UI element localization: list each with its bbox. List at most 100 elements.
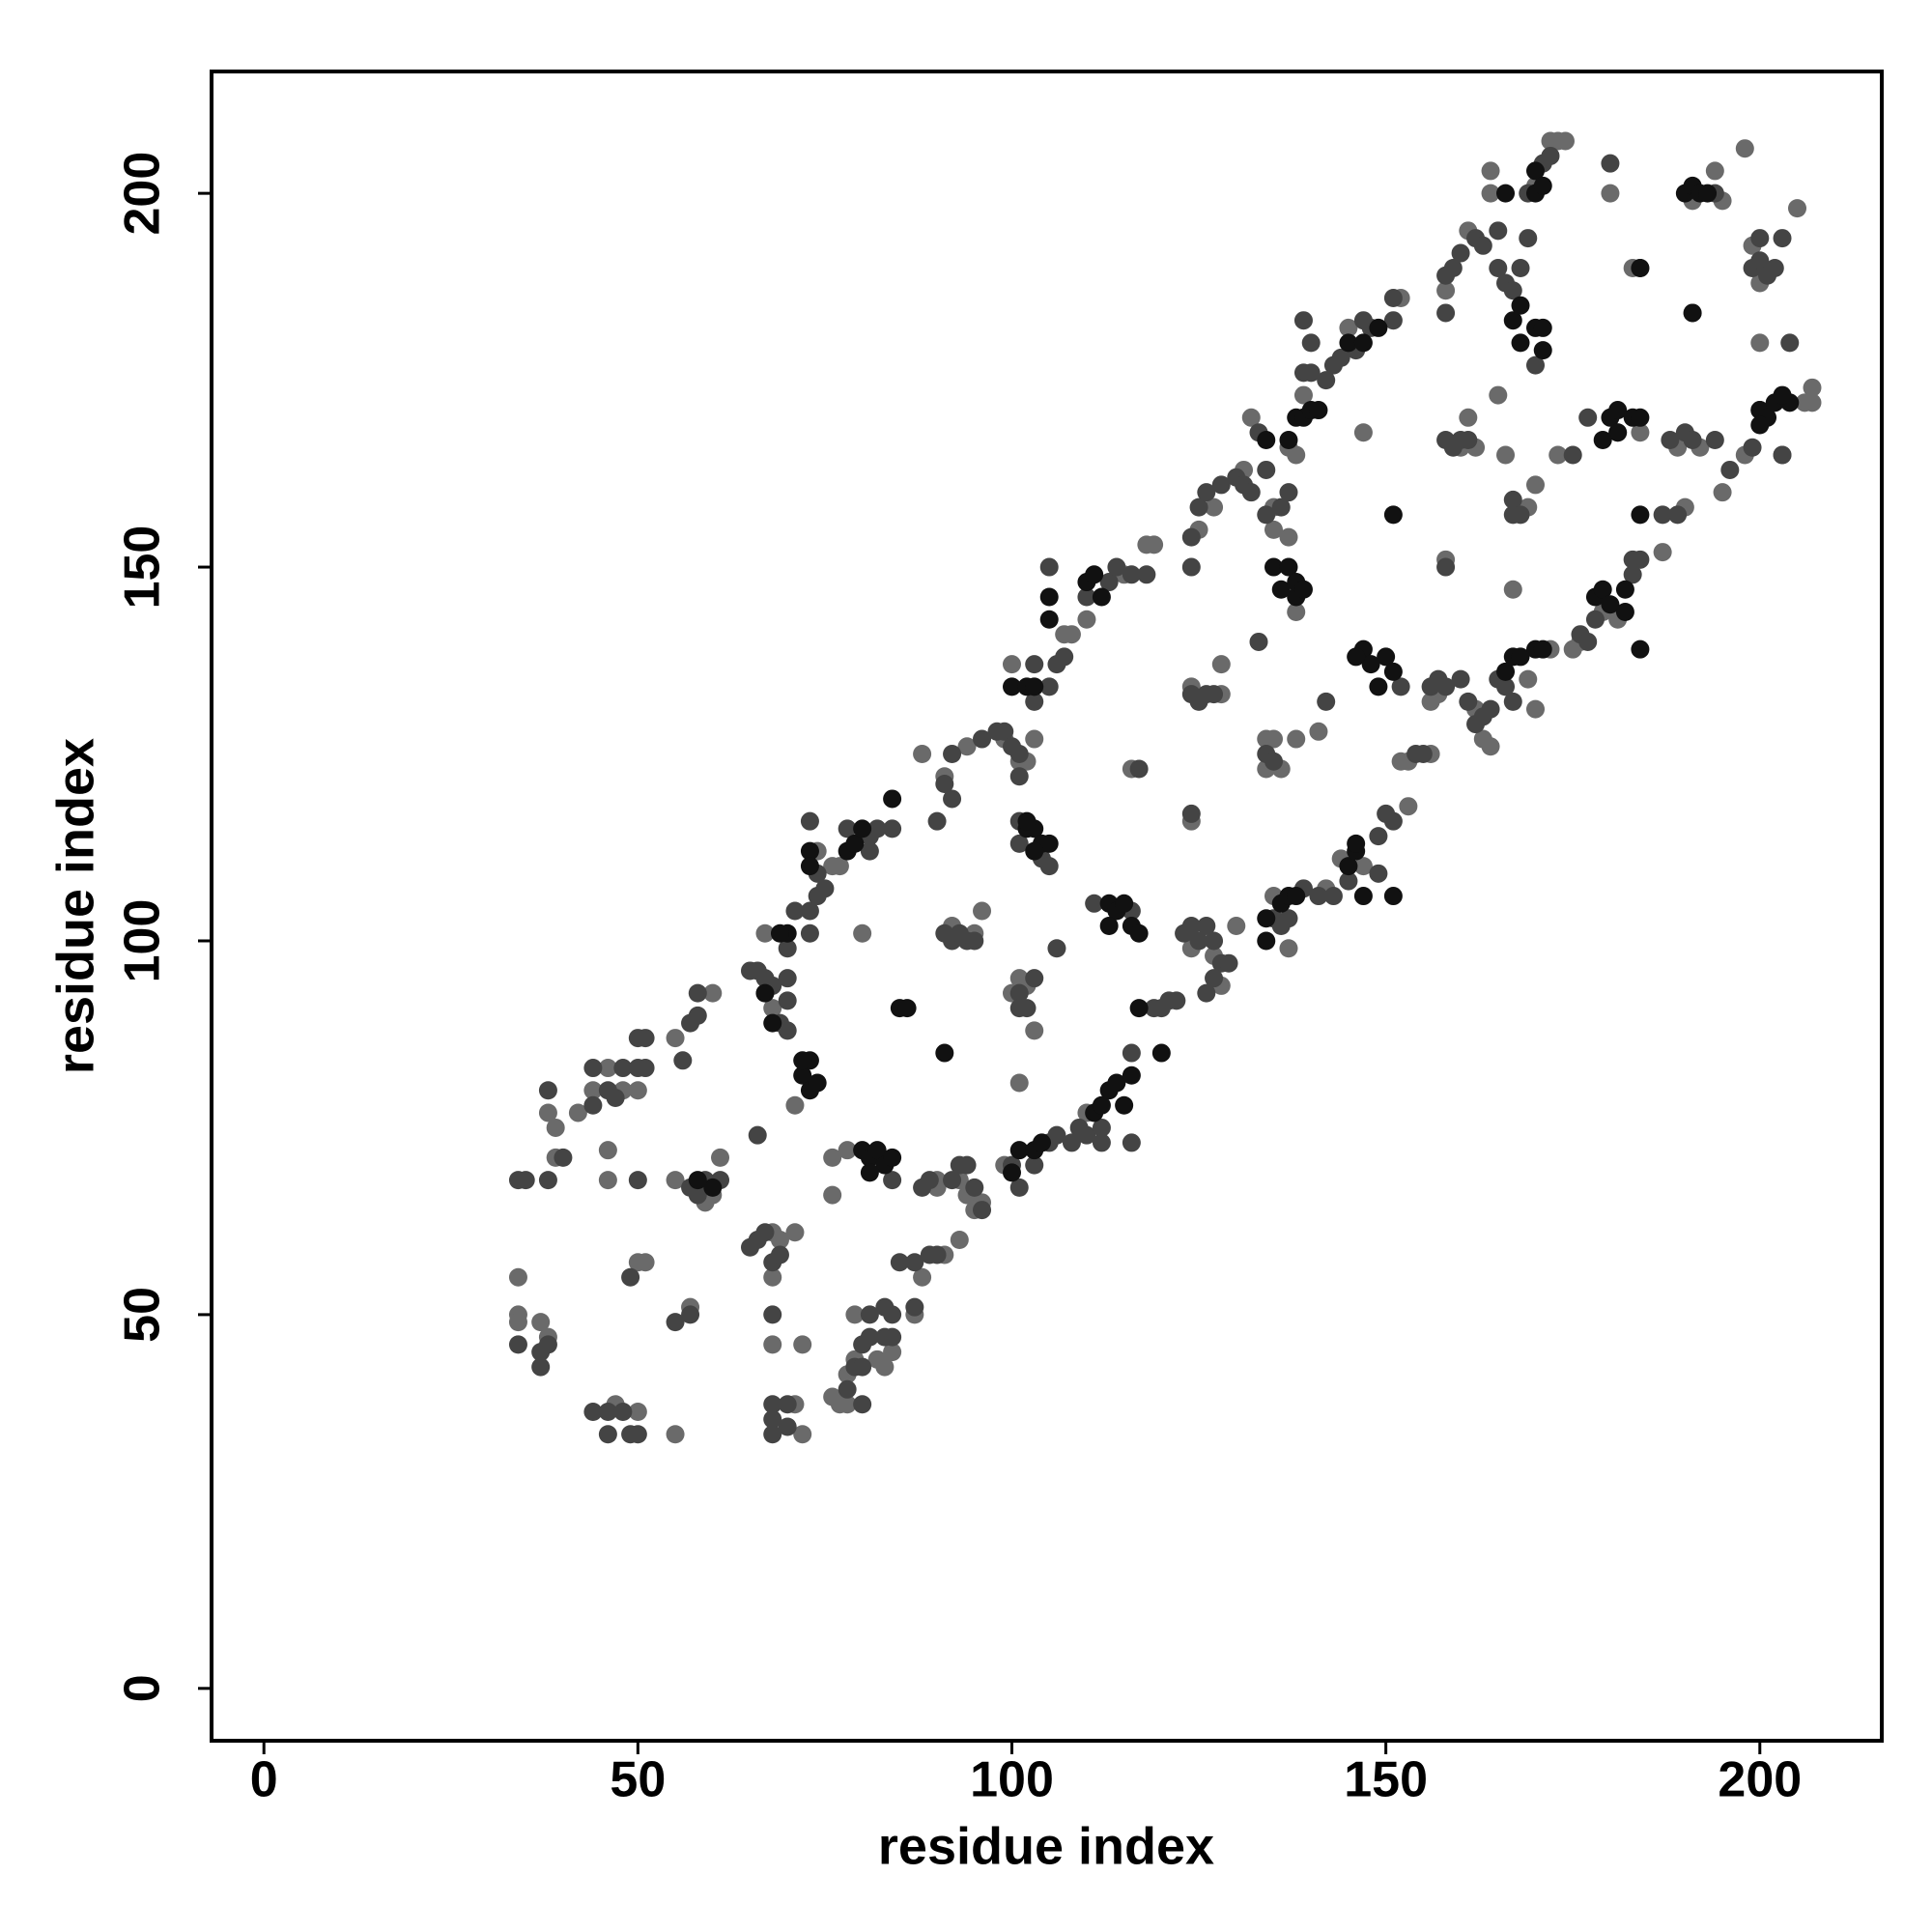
point bbox=[1526, 699, 1546, 719]
point bbox=[598, 1141, 617, 1160]
point bbox=[538, 1335, 557, 1354]
point bbox=[1287, 729, 1306, 749]
point bbox=[1436, 677, 1456, 696]
point bbox=[1750, 415, 1770, 435]
point bbox=[1181, 804, 1201, 823]
point bbox=[613, 1403, 633, 1422]
point bbox=[1122, 565, 1141, 584]
point bbox=[1115, 1095, 1134, 1115]
point bbox=[688, 1006, 707, 1025]
point bbox=[815, 879, 835, 898]
point bbox=[1181, 557, 1201, 577]
point bbox=[785, 901, 805, 921]
point bbox=[1653, 505, 1672, 525]
point bbox=[1489, 385, 1508, 405]
point bbox=[1339, 871, 1358, 891]
point bbox=[1735, 139, 1754, 158]
point bbox=[1383, 811, 1403, 831]
x-tick-label: 150 bbox=[1344, 1752, 1428, 1808]
point bbox=[1705, 161, 1724, 181]
point bbox=[1623, 565, 1642, 584]
point bbox=[1219, 953, 1238, 973]
point bbox=[1593, 431, 1612, 450]
point bbox=[748, 1125, 767, 1145]
point bbox=[1025, 1021, 1044, 1040]
point bbox=[763, 1013, 782, 1033]
point bbox=[1526, 161, 1546, 181]
point bbox=[1631, 639, 1650, 659]
point bbox=[1077, 610, 1096, 629]
point bbox=[554, 1148, 573, 1167]
point bbox=[1055, 647, 1074, 667]
point bbox=[935, 774, 954, 793]
point bbox=[1353, 887, 1373, 906]
point bbox=[1331, 348, 1350, 367]
point bbox=[1683, 431, 1702, 450]
point bbox=[1047, 1125, 1066, 1145]
y-tick-label: 100 bbox=[115, 899, 171, 983]
point bbox=[1062, 1133, 1081, 1152]
point bbox=[1511, 296, 1530, 315]
point bbox=[1765, 259, 1784, 278]
point bbox=[1009, 1073, 1029, 1093]
point bbox=[800, 857, 819, 876]
point bbox=[1555, 131, 1575, 151]
point bbox=[1526, 475, 1546, 495]
point bbox=[853, 1395, 872, 1414]
point bbox=[973, 1201, 992, 1220]
point bbox=[1205, 685, 1224, 704]
point bbox=[1339, 318, 1358, 337]
point bbox=[1092, 1095, 1111, 1115]
point bbox=[1077, 587, 1096, 607]
point bbox=[1137, 565, 1156, 584]
point bbox=[763, 1335, 782, 1354]
point bbox=[853, 819, 872, 838]
point bbox=[666, 1425, 685, 1444]
point bbox=[1750, 229, 1770, 248]
point bbox=[1264, 520, 1283, 539]
point bbox=[1511, 647, 1530, 667]
point bbox=[538, 1103, 557, 1122]
point bbox=[546, 1118, 565, 1137]
point bbox=[1533, 639, 1552, 659]
points bbox=[508, 131, 1822, 1444]
point bbox=[800, 841, 819, 861]
point bbox=[1503, 281, 1522, 300]
point bbox=[1122, 1043, 1141, 1063]
point bbox=[875, 1357, 895, 1377]
point bbox=[793, 1425, 812, 1444]
point bbox=[1383, 505, 1403, 525]
point bbox=[1519, 669, 1538, 689]
point bbox=[875, 1297, 895, 1317]
point bbox=[538, 1081, 557, 1100]
point bbox=[1309, 401, 1328, 420]
point bbox=[755, 983, 775, 1003]
point bbox=[516, 1171, 535, 1190]
x-tick-label: 50 bbox=[610, 1752, 666, 1808]
point bbox=[1578, 408, 1598, 427]
point bbox=[1615, 602, 1634, 621]
point bbox=[875, 1327, 895, 1347]
point bbox=[1287, 887, 1306, 906]
point bbox=[1271, 580, 1291, 599]
point bbox=[943, 745, 962, 764]
point bbox=[1092, 1118, 1111, 1137]
point bbox=[1197, 483, 1216, 502]
point bbox=[628, 1403, 647, 1422]
point bbox=[1129, 759, 1149, 779]
point bbox=[1601, 184, 1620, 203]
point bbox=[1129, 923, 1149, 943]
point bbox=[1803, 393, 1822, 412]
x-tick-label: 0 bbox=[250, 1752, 278, 1808]
point bbox=[1661, 431, 1680, 450]
point bbox=[838, 1395, 857, 1414]
point bbox=[1039, 857, 1059, 876]
point bbox=[1085, 894, 1104, 913]
point bbox=[1002, 1163, 1021, 1182]
point bbox=[673, 1051, 693, 1070]
plot-frame bbox=[210, 70, 1884, 1743]
point bbox=[1205, 931, 1224, 951]
point bbox=[800, 901, 819, 921]
point bbox=[1197, 917, 1216, 936]
